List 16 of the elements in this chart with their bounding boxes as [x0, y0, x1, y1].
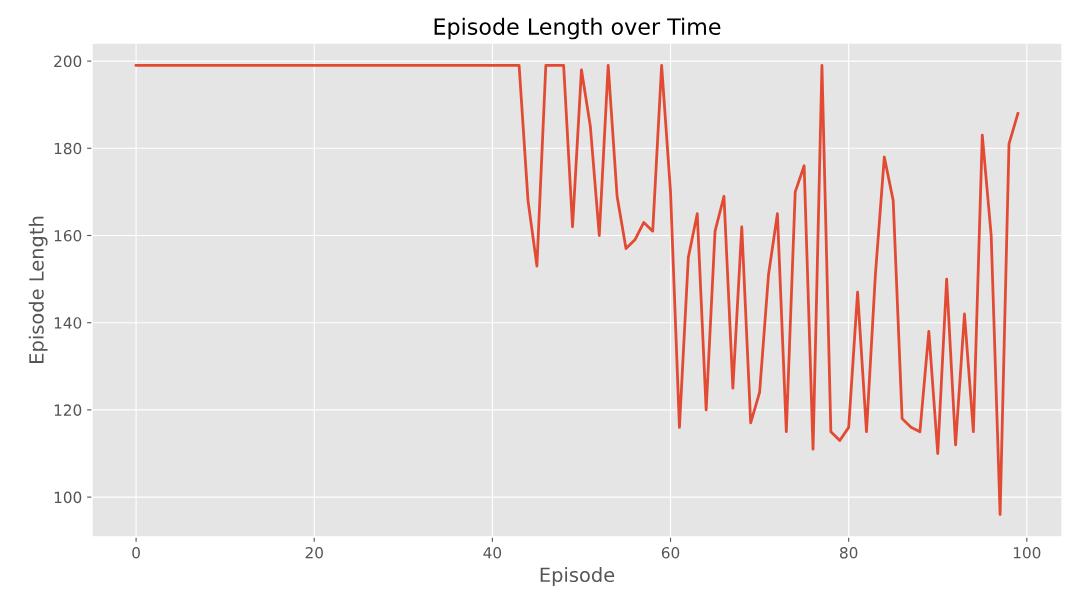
x-tick-label: 100	[1013, 546, 1041, 559]
y-tick-label: 120	[54, 404, 82, 416]
x-tick-label: 60	[661, 546, 680, 559]
y-tick-label: 140	[54, 317, 82, 329]
y-tick-label: 200	[54, 55, 82, 68]
chart-title: Episode Length over Time	[434, 17, 721, 40]
y-tick-label: 100	[54, 491, 82, 504]
y-tick-label: 160	[54, 229, 82, 242]
x-tick-label: 40	[483, 546, 502, 559]
line-series	[134, 64, 1020, 516]
x-tick-label: 20	[305, 546, 323, 559]
x-tick-label: 0	[132, 546, 140, 559]
x-tick-label: 80	[839, 546, 858, 559]
y-tick-label: 180	[54, 142, 82, 155]
y-axis-title: Episode Length	[28, 216, 48, 363]
x-axis-title: Episode	[540, 567, 615, 586]
